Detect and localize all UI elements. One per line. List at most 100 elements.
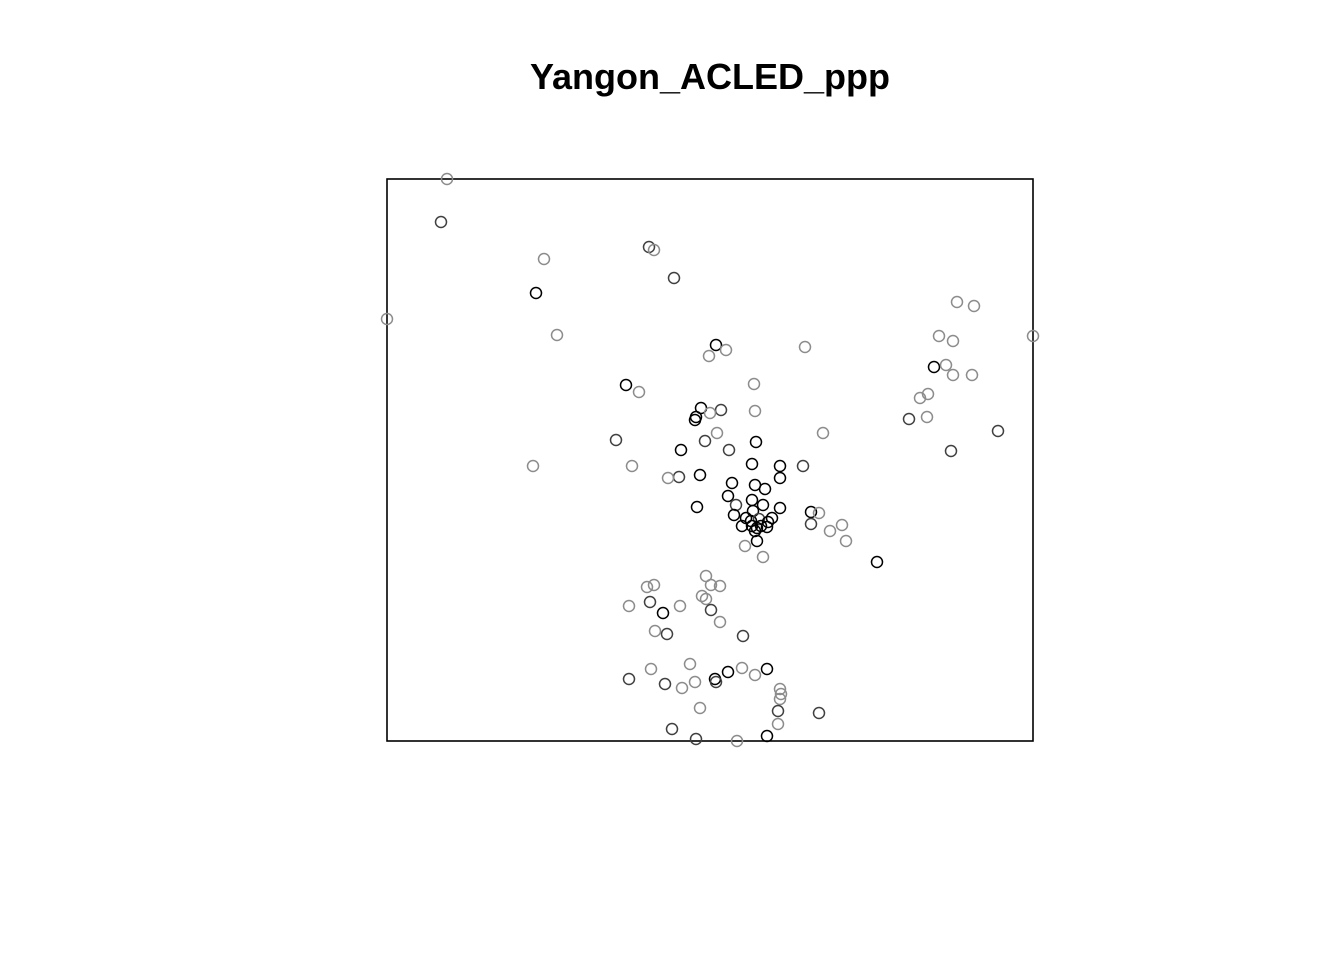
data-point	[689, 732, 703, 746]
data-point	[529, 286, 543, 300]
data-point	[839, 534, 853, 548]
data-point	[736, 629, 750, 643]
data-point	[721, 665, 735, 679]
data-point	[756, 550, 770, 564]
data-point	[719, 343, 733, 357]
data-point	[725, 476, 739, 490]
data-point	[647, 243, 661, 257]
data-point	[693, 468, 707, 482]
data-point	[950, 295, 964, 309]
data-point	[674, 443, 688, 457]
data-point	[774, 687, 788, 701]
data-point	[698, 434, 712, 448]
data-point	[747, 377, 761, 391]
data-point	[823, 524, 837, 538]
data-point	[695, 589, 709, 603]
data-point	[773, 471, 787, 485]
points-layer	[380, 172, 1040, 748]
data-point	[773, 682, 787, 696]
data-point	[729, 498, 743, 512]
data-point	[622, 672, 636, 686]
data-point	[760, 662, 774, 676]
data-point	[771, 717, 785, 731]
data-point	[746, 504, 760, 518]
data-point	[380, 312, 394, 326]
observation-window	[386, 178, 1034, 742]
data-point	[703, 406, 717, 420]
data-point	[773, 459, 787, 473]
data-point	[796, 459, 810, 473]
data-point	[750, 534, 764, 548]
data-point	[921, 387, 935, 401]
data-point	[648, 624, 662, 638]
data-point	[946, 368, 960, 382]
data-point	[609, 433, 623, 447]
data-point	[760, 729, 774, 743]
data-point	[1026, 329, 1040, 343]
data-point	[804, 517, 818, 531]
data-point	[920, 410, 934, 424]
data-point	[939, 358, 953, 372]
data-point	[902, 412, 916, 426]
data-point	[675, 681, 689, 695]
data-point	[727, 508, 741, 522]
data-point	[967, 299, 981, 313]
data-point	[632, 385, 646, 399]
data-point	[927, 360, 941, 374]
data-point	[761, 515, 775, 529]
data-point	[946, 334, 960, 348]
data-point	[735, 661, 749, 675]
data-point	[440, 172, 454, 186]
data-point	[699, 592, 713, 606]
data-point	[745, 457, 759, 471]
data-point	[771, 704, 785, 718]
data-point	[643, 595, 657, 609]
data-point	[690, 500, 704, 514]
data-point	[944, 444, 958, 458]
data-point	[688, 675, 702, 689]
data-point	[710, 426, 724, 440]
data-point	[709, 338, 723, 352]
data-point	[913, 391, 927, 405]
data-point	[758, 482, 772, 496]
data-point	[965, 368, 979, 382]
data-point	[640, 580, 654, 594]
data-point	[713, 579, 727, 593]
data-point	[550, 328, 564, 342]
data-point	[721, 489, 735, 503]
data-point	[709, 675, 723, 689]
data-point	[647, 578, 661, 592]
data-point	[735, 519, 749, 533]
data-point	[704, 578, 718, 592]
data-point	[622, 599, 636, 613]
data-point	[756, 498, 770, 512]
data-point	[704, 603, 718, 617]
data-point	[714, 403, 728, 417]
data-point	[722, 443, 736, 457]
data-point	[672, 470, 686, 484]
data-point	[748, 404, 762, 418]
data-point	[660, 627, 674, 641]
data-point	[752, 512, 766, 526]
data-point	[760, 520, 774, 534]
data-point	[812, 506, 826, 520]
data-point	[702, 349, 716, 363]
data-point	[738, 539, 752, 553]
data-point	[713, 615, 727, 629]
data-point	[991, 424, 1005, 438]
data-point	[683, 657, 697, 671]
data-point	[730, 734, 744, 748]
data-point	[932, 329, 946, 343]
data-point	[688, 413, 702, 427]
data-point	[619, 378, 633, 392]
data-point	[673, 599, 687, 613]
data-point	[804, 505, 818, 519]
data-point	[434, 215, 448, 229]
data-point	[745, 493, 759, 507]
data-point	[625, 459, 639, 473]
data-point	[644, 662, 658, 676]
data-point	[870, 555, 884, 569]
data-point	[658, 677, 672, 691]
data-point	[748, 668, 762, 682]
